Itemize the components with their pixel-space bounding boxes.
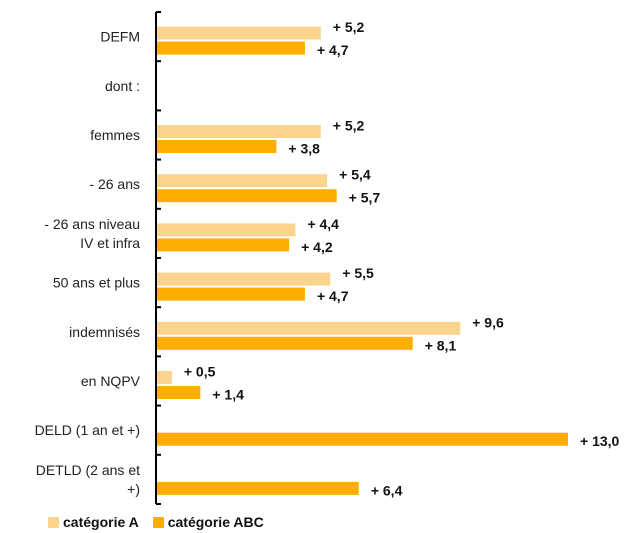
value-label-categorie-abc-femmes: + 3,8	[288, 141, 320, 157]
value-label-categorie-a-26-ans: + 5,4	[339, 167, 371, 183]
legend-label-categorie-abc: catégorie ABC	[167, 514, 264, 530]
category-label-26-ans-niveau-iv-et-infra: - 26 ans niveau	[44, 216, 140, 232]
legend-swatch-categorie-abc	[152, 516, 164, 528]
bar-categorie-a-26-ans	[156, 174, 328, 188]
value-label-categorie-abc-detld-2-ans-et: + 6,4	[371, 482, 403, 498]
bar-categorie-abc-en-nqpv	[156, 386, 201, 399]
bar-categorie-abc-femmes	[156, 140, 277, 153]
legend-label-categorie-a: catégorie A	[63, 514, 139, 530]
value-label-categorie-abc-defm: + 4,7	[317, 42, 349, 58]
legend-swatch-categorie-a	[48, 516, 59, 528]
value-label-categorie-a-indemnises: + 9,6	[472, 314, 504, 330]
category-label-26-ans-niveau-iv-et-infra: IV et infra	[80, 235, 140, 251]
legend: catégorie A catégorie ABC	[48, 514, 278, 530]
value-label-categorie-a-femmes: + 5,2	[333, 118, 365, 134]
legend-item-categorie-a: catégorie A	[48, 514, 139, 530]
value-label-categorie-a-50-ans-et-plus: + 5,5	[342, 265, 374, 281]
category-label-femmes: femmes	[90, 127, 140, 143]
value-label-categorie-abc-26-ans-niveau-iv-et-infra: + 4,2	[301, 239, 333, 255]
legend-item-categorie-abc: catégorie ABC	[152, 514, 264, 530]
bar-categorie-a-indemnises	[156, 321, 461, 335]
value-label-categorie-a-26-ans-niveau-iv-et-infra: + 4,4	[307, 216, 339, 232]
bar-categorie-abc-defm	[156, 41, 305, 55]
category-label-detld-2-ans-et: DETLD (2 ans et	[36, 462, 140, 478]
bar-categorie-abc-detld-2-ans-et	[156, 481, 359, 495]
category-label-indemnises: indemnisés	[69, 324, 140, 340]
bar-categorie-a-50-ans-et-plus	[156, 272, 331, 286]
category-label-50-ans-et-plus: 50 ans et plus	[53, 275, 140, 291]
value-label-categorie-abc-deld-1-an-et: + 13,0	[580, 433, 620, 449]
value-label-categorie-a-defm: + 5,2	[333, 19, 365, 35]
category-labels-group: DEFM dont : femmes - 26 ans - 26 ans niveau I…	[35, 29, 141, 497]
bar-categorie-abc-50-ans-et-plus	[156, 287, 305, 301]
value-labels-group: + 5,2 + 4,7 + 5,2 + 3,8 + 5,4 + 5,7 + 4,4 + 4,2…	[184, 19, 620, 498]
bar-categorie-a-femmes	[156, 125, 321, 138]
bar-categorie-a-26-ans-niveau-iv-et-infra	[156, 223, 296, 237]
category-label-26-ans: - 26 ans	[89, 176, 140, 192]
bar-categorie-abc-indemnises	[156, 336, 413, 350]
category-label-dont: dont :	[105, 78, 140, 94]
bar-categorie-a-defm	[156, 26, 321, 40]
category-label-detld-2-ans-et: +)	[127, 481, 140, 497]
value-label-categorie-abc-indemnises: + 8,1	[425, 337, 457, 353]
value-label-categorie-abc-26-ans: + 5,7	[349, 190, 381, 206]
bar-categorie-abc-26-ans	[156, 189, 337, 203]
bar-categorie-abc-26-ans-niveau-iv-et-infra	[156, 238, 290, 252]
category-label-deld-1-an-et: DELD (1 an et +)	[35, 422, 140, 438]
value-label-categorie-abc-50-ans-et-plus: + 4,7	[317, 288, 349, 304]
category-label-defm: DEFM	[100, 29, 140, 45]
category-label-en-nqpv: en NQPV	[81, 373, 141, 389]
bars-group	[156, 26, 568, 495]
y-axis	[155, 11, 161, 505]
value-label-categorie-abc-en-nqpv: + 1,4	[212, 387, 244, 403]
bar-categorie-abc-deld-1-an-et	[156, 432, 568, 446]
value-label-categorie-a-en-nqpv: + 0,5	[184, 364, 216, 380]
bar-categorie-a-en-nqpv	[156, 371, 172, 384]
